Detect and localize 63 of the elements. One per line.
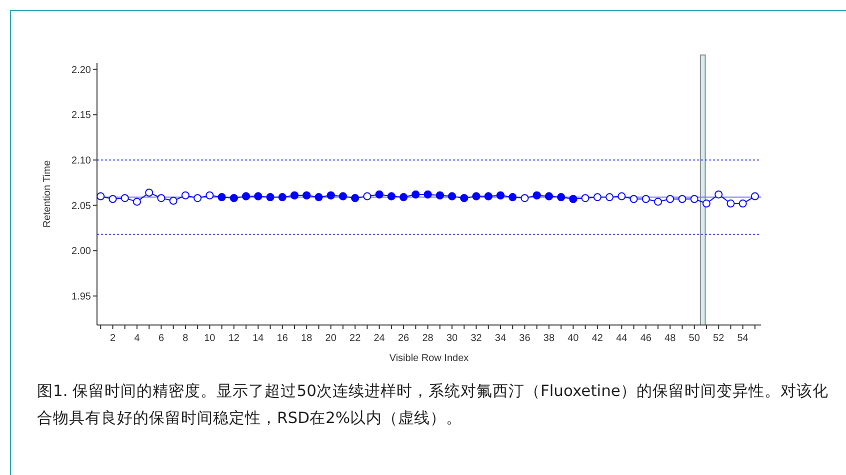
x-tick-label: 2	[110, 333, 116, 344]
x-tick-label: 10	[204, 333, 216, 344]
x-tick-label: 44	[616, 333, 628, 344]
point	[750, 192, 759, 200]
point	[581, 194, 590, 202]
point	[520, 194, 529, 202]
x-tick-label: 38	[543, 333, 555, 344]
point	[145, 188, 154, 197]
point	[169, 196, 178, 205]
x-tick-label: 32	[470, 333, 482, 344]
point	[690, 194, 698, 203]
x-tick-label: 16	[276, 333, 288, 344]
point	[630, 194, 638, 203]
y-axis-title: Retention Time	[42, 160, 53, 228]
x-tick-label: 8	[182, 333, 189, 344]
x-tick-label: 36	[519, 333, 531, 344]
x-tick-label: 22	[350, 333, 362, 344]
x-tick-label: 4	[134, 333, 140, 344]
x-tick-label: 40	[568, 333, 580, 344]
point	[654, 198, 662, 206]
point	[714, 190, 723, 198]
point	[181, 191, 190, 200]
x-tick-label: 52	[713, 333, 725, 344]
point	[642, 194, 650, 203]
x-tick-label: 34	[494, 333, 506, 344]
x-tick-label: 46	[640, 333, 652, 344]
point	[593, 193, 602, 202]
point	[157, 194, 166, 202]
point	[606, 193, 614, 202]
y-tick-label: 1.95	[72, 291, 92, 302]
point	[108, 194, 117, 203]
y-tick-label: 2.15	[72, 110, 92, 122]
y-tick-label: 2.20	[72, 64, 92, 76]
point	[726, 200, 735, 208]
point	[363, 192, 372, 200]
x-tick-label: 42	[592, 333, 604, 344]
caption: 图1. 保留时间的精密度。显示了超过50次连续进样时，系统对氟西汀（Fluoxetine）的保留时间变异性。对该化合物具有良好的保留时间稳定性，RSD在2%以内（虚线）。	[37, 381, 830, 429]
point	[96, 192, 105, 200]
x-tick-label: 12	[228, 333, 240, 344]
y-tick-label: 2.10	[72, 156, 92, 167]
point	[194, 194, 202, 202]
x-tick-label: 28	[422, 333, 434, 344]
x-tick-label: 30	[446, 333, 458, 344]
point	[206, 191, 214, 200]
x-tick-label: 18	[301, 333, 313, 344]
x-axis-title: Visible Row Index	[389, 353, 469, 364]
point	[120, 194, 129, 202]
point	[618, 192, 626, 200]
x-tick-label: 6	[158, 333, 164, 344]
point	[132, 198, 141, 206]
x-tick-label: 14	[252, 333, 264, 344]
point	[738, 200, 747, 208]
x-tick-label: 48	[664, 333, 676, 344]
x-tick-label: 54	[737, 333, 749, 344]
point	[678, 194, 686, 203]
x-tick-label: 24	[374, 333, 386, 344]
x-tick-label: 50	[688, 333, 700, 344]
point	[666, 194, 674, 203]
x-tick-label: 26	[398, 333, 410, 344]
y-tick-label: 2.05	[72, 200, 92, 212]
y-tick-label: 2.00	[72, 246, 92, 258]
point	[702, 200, 710, 208]
x-tick-label: 20	[325, 333, 337, 344]
